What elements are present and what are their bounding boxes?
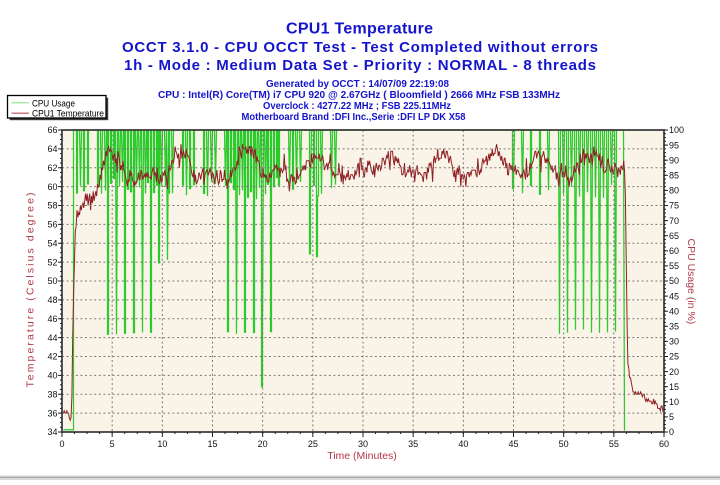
svg-text:25: 25 [308, 439, 318, 449]
svg-text:90: 90 [669, 155, 679, 165]
svg-text:35: 35 [669, 322, 679, 332]
svg-text:15: 15 [207, 439, 217, 449]
svg-text:52: 52 [47, 257, 57, 267]
svg-text:40: 40 [458, 439, 468, 449]
svg-text:95: 95 [669, 140, 679, 150]
svg-text:65: 65 [669, 231, 679, 241]
svg-text:0: 0 [669, 427, 674, 437]
svg-text:54: 54 [47, 238, 57, 248]
svg-text:60: 60 [659, 439, 669, 449]
svg-text:Time (Minutes): Time (Minutes) [327, 450, 397, 462]
svg-text:70: 70 [669, 216, 679, 226]
svg-text:60: 60 [47, 182, 57, 192]
svg-text:62: 62 [47, 163, 57, 173]
svg-text:CPU1 Temperature: CPU1 Temperature [286, 21, 433, 38]
svg-text:CPU : Intel(R) Core(TM) i7 CPU: CPU : Intel(R) Core(TM) i7 CPU 920 @ 2.6… [158, 90, 560, 101]
svg-text:OCCT 3.1.0 - CPU OCCT Test - T: OCCT 3.1.0 - CPU OCCT Test - Test Comple… [122, 39, 598, 56]
svg-text:36: 36 [47, 408, 57, 418]
svg-text:50: 50 [47, 276, 57, 286]
svg-text:75: 75 [669, 201, 679, 211]
svg-text:100: 100 [669, 125, 684, 135]
svg-text:5: 5 [669, 412, 674, 422]
svg-text:45: 45 [508, 439, 518, 449]
svg-text:0: 0 [59, 439, 64, 449]
svg-text:CPU Usage: CPU Usage [32, 98, 75, 109]
svg-text:64: 64 [47, 144, 57, 154]
svg-text:80: 80 [669, 186, 679, 196]
svg-text:20: 20 [258, 439, 268, 449]
svg-text:40: 40 [669, 306, 679, 316]
svg-text:Temperature (Celsius degree): Temperature (Celsius degree) [25, 193, 37, 388]
svg-text:34: 34 [47, 427, 57, 437]
svg-text:40: 40 [47, 371, 57, 381]
svg-text:55: 55 [609, 439, 619, 449]
svg-text:50: 50 [559, 439, 569, 449]
svg-text:46: 46 [47, 314, 57, 324]
svg-text:10: 10 [669, 397, 679, 407]
svg-text:48: 48 [47, 295, 57, 305]
svg-text:25: 25 [669, 352, 679, 362]
svg-text:20: 20 [669, 367, 679, 377]
svg-text:Motherboard Brand :DFI Inc.,Se: Motherboard Brand :DFI Inc.,Serie :DFI L… [242, 112, 466, 123]
svg-text:35: 35 [408, 439, 418, 449]
svg-text:15: 15 [669, 382, 679, 392]
svg-text:56: 56 [47, 220, 57, 230]
svg-text:30: 30 [669, 337, 679, 347]
svg-text:10: 10 [157, 439, 167, 449]
svg-text:CPU Usage (in %): CPU Usage (in %) [685, 239, 697, 325]
svg-text:42: 42 [47, 352, 57, 362]
svg-text:44: 44 [47, 333, 57, 343]
svg-text:50: 50 [669, 276, 679, 286]
svg-text:60: 60 [669, 246, 679, 256]
svg-text:30: 30 [358, 439, 368, 449]
svg-text:CPU1 Temperature: CPU1 Temperature [32, 109, 104, 120]
svg-text:1h - Mode : Medium Data Set -: 1h - Mode : Medium Data Set - Priority :… [124, 57, 596, 74]
svg-text:38: 38 [47, 389, 57, 399]
svg-text:45: 45 [669, 291, 679, 301]
svg-text:Overclock : 4277.22 MHz ; FSB: Overclock : 4277.22 MHz ; FSB 225.11MHz [263, 101, 451, 112]
svg-text:58: 58 [47, 201, 57, 211]
svg-text:5: 5 [110, 439, 115, 449]
svg-text:55: 55 [669, 261, 679, 271]
svg-text:85: 85 [669, 171, 679, 181]
svg-text:Generated by OCCT : 14/07/09 2: Generated by OCCT : 14/07/09 22:19:08 [266, 79, 449, 90]
svg-text:66: 66 [47, 125, 57, 135]
